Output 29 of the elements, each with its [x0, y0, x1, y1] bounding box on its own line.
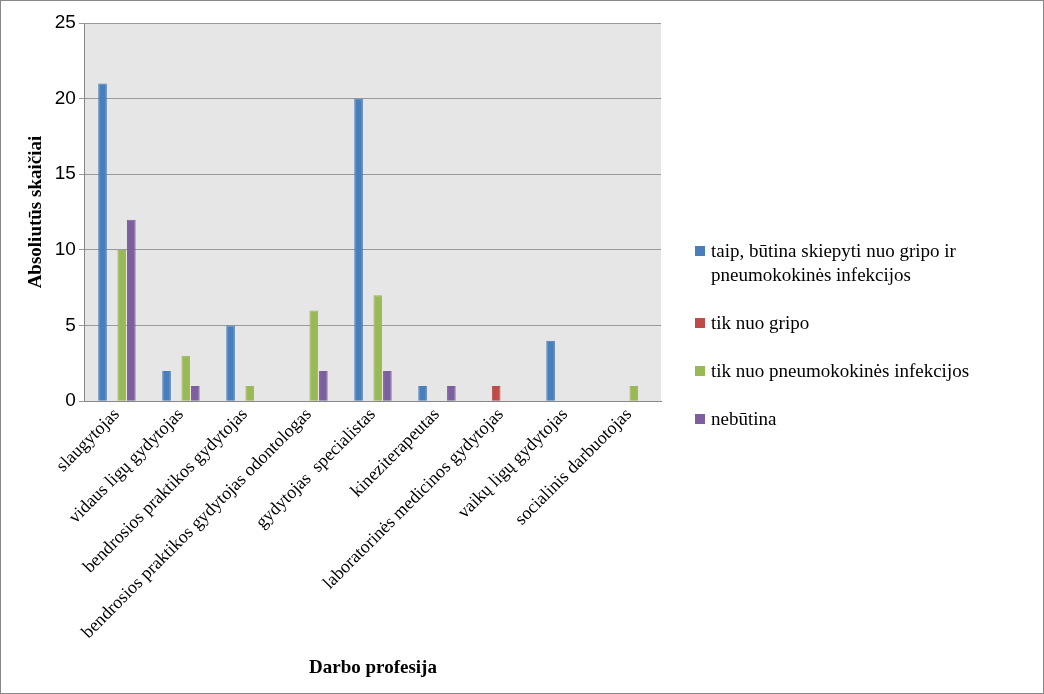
y-axis-title: Absoliutūs skaičiai — [24, 135, 46, 289]
bar — [383, 370, 392, 401]
bar — [162, 370, 171, 401]
y-tick-label: 10 — [54, 238, 76, 260]
bar — [226, 325, 235, 401]
bar — [546, 340, 555, 401]
y-tick-label: 5 — [65, 313, 76, 335]
bar — [447, 386, 456, 401]
y-tick-label: 15 — [54, 162, 76, 184]
bar — [245, 386, 255, 401]
bar — [319, 370, 328, 401]
bar — [191, 386, 200, 401]
bar — [98, 83, 107, 401]
legend-label: tik nuo pneumokokinės infekcijos — [711, 359, 970, 383]
bar — [309, 310, 319, 401]
bar — [418, 386, 427, 401]
bar — [354, 98, 363, 401]
x-axis-title: Darbo profesija — [309, 655, 438, 677]
bar — [181, 355, 191, 401]
bar — [373, 295, 383, 401]
bar — [491, 386, 501, 401]
y-tick-label: 25 — [54, 11, 76, 33]
y-tick-label: 20 — [54, 86, 76, 108]
legend-label: taip, būtina skiepyti nuo gripo ir pneumokokinės infekcijos — [711, 239, 957, 287]
legend-label: tik nuo gripo — [711, 311, 810, 335]
bar — [629, 386, 639, 401]
bar — [117, 249, 127, 401]
y-tick-label: 0 — [65, 389, 76, 411]
legend-label: nebūtina — [711, 407, 777, 431]
